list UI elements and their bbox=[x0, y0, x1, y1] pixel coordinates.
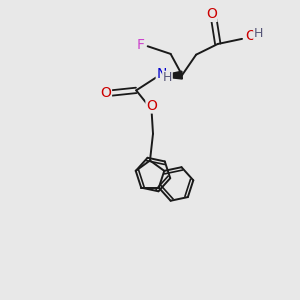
Text: H: H bbox=[254, 27, 263, 40]
Text: N: N bbox=[156, 67, 167, 81]
Text: O: O bbox=[100, 86, 111, 100]
Text: O: O bbox=[246, 29, 256, 43]
Text: H: H bbox=[163, 71, 172, 84]
Text: F: F bbox=[137, 38, 145, 52]
Text: O: O bbox=[206, 7, 217, 21]
Polygon shape bbox=[158, 71, 182, 79]
Text: O: O bbox=[146, 99, 157, 113]
